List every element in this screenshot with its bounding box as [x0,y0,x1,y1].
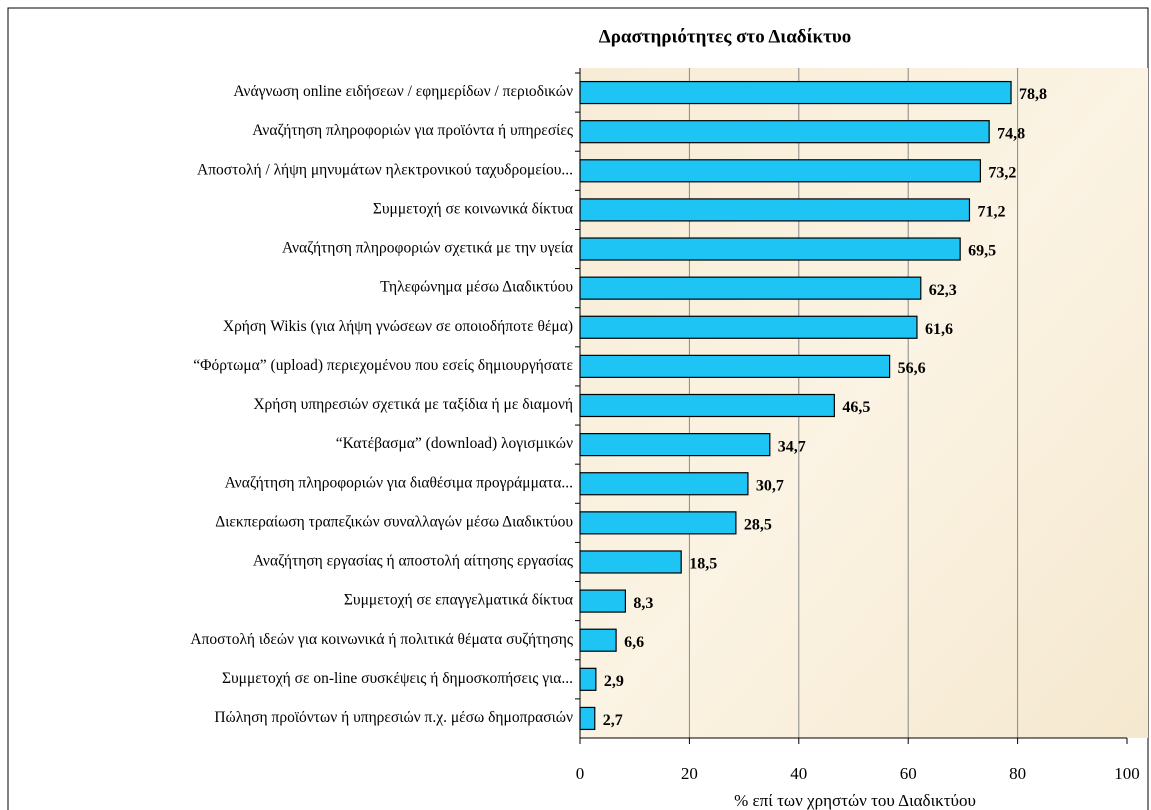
value-label: 46,5 [842,399,870,416]
y-tick-label: Ανάγνωση online ειδήσεων / εφημερίδων / … [233,83,573,100]
bar [579,667,597,691]
value-label: 69,5 [968,243,996,260]
y-tick-label: Συμμετοχή σε επαγγελματικά δίκτυα [344,592,573,609]
y-tick-label: Αναζήτηση πληροφοριών σχετικά με την υγε… [282,240,573,257]
bar [579,550,682,574]
value-label: 28,5 [744,517,772,534]
value-label: 73,2 [988,164,1016,181]
x-tick-label: 0 [576,764,585,783]
value-label: 61,6 [925,321,953,338]
y-tick-label: Χρήση υπηρεσιών σχετικά με ταξίδια ή με … [253,396,573,413]
bar [579,433,771,457]
bar [579,354,891,378]
bar [579,393,835,418]
bar [579,589,627,613]
y-tick-label: Χρήση Wikis (για λήψη γνώσεων σε οποιοδή… [223,318,573,335]
bar [579,276,922,300]
value-label: 2,9 [604,673,624,690]
value-label: 18,5 [689,556,717,573]
bar [579,628,617,652]
bar [579,80,1012,105]
value-label: 8,3 [633,595,653,612]
value-label: 30,7 [756,477,784,494]
value-label: 2,7 [603,712,623,729]
x-tick-label: 60 [900,764,917,783]
x-axis-label: % επί των χρηστών του Διαδικτύου [734,791,976,810]
y-tick-label: Αποστολή / λήψη μηνυμάτων ηλεκτρονικού τ… [197,161,573,178]
bar [579,159,982,183]
y-tick-label: Τηλεφώνημα μέσω Διαδικτύου [380,279,573,296]
y-tick-label: Πώληση προϊόντων ή υπηρεσιών π.χ. μέσω δ… [214,709,573,726]
y-tick-label: Αναζήτηση εργασίας ή αποστολή αίτησης ερ… [253,553,573,570]
value-label: 78,8 [1019,86,1047,103]
x-tick-label: 100 [1114,764,1140,783]
y-tick-label: “Φόρτωμα” (upload) περιεχομένου που εσεί… [193,357,573,374]
y-tick-label: Διεκπεραίωση τραπεζικών συναλλαγών μέσω … [215,513,573,530]
value-label: 6,6 [624,634,644,651]
y-tick-label: Συμμετοχή σε on-line συσκέψεις ή δημοσκο… [222,670,573,687]
x-tick-label: 40 [790,764,807,783]
value-label: 62,3 [929,282,957,299]
bar [579,315,918,339]
bar [579,511,737,535]
value-label: 34,7 [778,438,806,455]
y-tick-label: “Κατέβασμα” (download) λογισμικών [336,435,573,452]
y-tick-label: Αποστολή ιδεών για κοινωνικά ή πολιτικά … [190,631,573,648]
y-tick-label: Αναζήτηση πληροφοριών για διαθέσιμα προγ… [225,474,573,491]
value-label: 74,8 [997,125,1025,142]
bar [579,472,749,496]
bar [579,198,971,222]
value-label: 56,6 [898,360,926,377]
y-tick-label: Αναζήτηση πληροφοριών για προϊόντα ή υπη… [252,122,573,139]
y-tick-label: Συμμετοχή σε κοινωνικά δίκτυα [373,200,573,217]
value-label: 71,2 [977,204,1005,221]
bar [579,120,990,144]
x-tick-label: 80 [1009,764,1026,783]
chart-title: Δραστηριότητες στο Διαδίκτυο [599,26,851,47]
x-tick-label: 20 [681,764,698,783]
bar [579,706,596,731]
bar [579,237,961,261]
